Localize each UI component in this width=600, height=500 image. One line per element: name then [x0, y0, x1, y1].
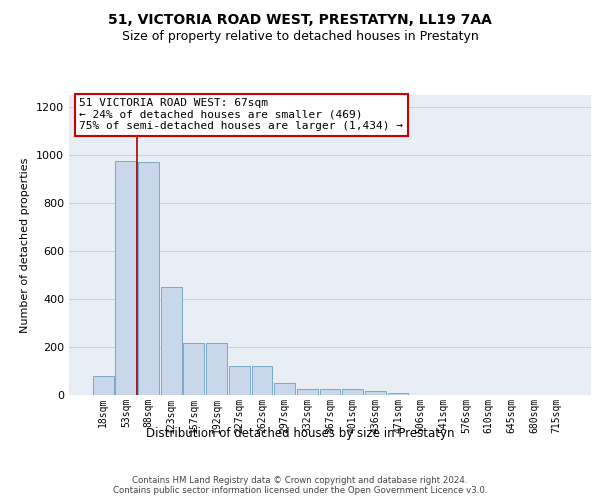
Text: Size of property relative to detached houses in Prestatyn: Size of property relative to detached ho… [122, 30, 478, 43]
Bar [229, 366, 250, 395]
Text: 51, VICTORIA ROAD WEST, PRESTATYN, LL19 7AA: 51, VICTORIA ROAD WEST, PRESTATYN, LL19 … [108, 12, 492, 26]
Bar [93, 376, 113, 395]
Bar [184, 344, 205, 395]
Text: Contains HM Land Registry data © Crown copyright and database right 2024.
Contai: Contains HM Land Registry data © Crown c… [113, 476, 487, 495]
Bar [161, 287, 182, 395]
Bar [297, 389, 318, 395]
Y-axis label: Number of detached properties: Number of detached properties [20, 158, 31, 332]
Bar [138, 162, 159, 395]
Bar [342, 389, 363, 395]
Bar [274, 383, 295, 395]
Text: 51 VICTORIA ROAD WEST: 67sqm
← 24% of detached houses are smaller (469)
75% of s: 51 VICTORIA ROAD WEST: 67sqm ← 24% of de… [79, 98, 403, 131]
Bar [206, 344, 227, 395]
Text: Distribution of detached houses by size in Prestatyn: Distribution of detached houses by size … [146, 428, 454, 440]
Bar [251, 366, 272, 395]
Bar [320, 389, 340, 395]
Bar [388, 392, 409, 395]
Bar [115, 161, 136, 395]
Bar [365, 392, 386, 395]
